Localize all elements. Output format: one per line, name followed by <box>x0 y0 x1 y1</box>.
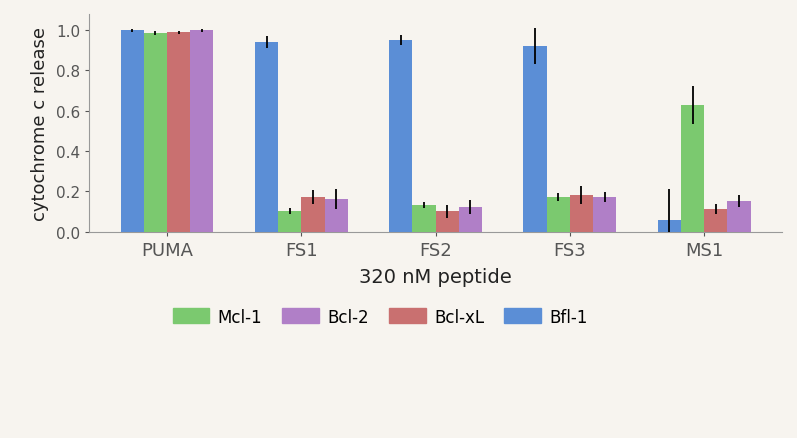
Y-axis label: cytochrome c release: cytochrome c release <box>31 27 49 220</box>
Bar <box>278 212 301 232</box>
Bar <box>459 208 482 232</box>
Bar <box>120 31 143 232</box>
Bar <box>412 206 436 232</box>
Bar <box>190 31 214 232</box>
X-axis label: 320 nM peptide: 320 nM peptide <box>359 267 512 286</box>
Bar <box>728 202 751 232</box>
Bar <box>658 220 681 232</box>
Bar <box>436 212 459 232</box>
Bar <box>681 106 704 232</box>
Bar <box>301 198 324 232</box>
Bar <box>167 33 190 232</box>
Bar <box>593 198 616 232</box>
Bar <box>704 210 728 232</box>
Bar <box>524 47 547 232</box>
Bar <box>570 196 593 232</box>
Bar <box>324 200 347 232</box>
Bar <box>389 41 412 232</box>
Legend: Mcl-1, Bcl-2, Bcl-xL, Bfl-1: Mcl-1, Bcl-2, Bcl-xL, Bfl-1 <box>166 301 595 332</box>
Bar <box>547 198 570 232</box>
Bar <box>143 34 167 232</box>
Bar <box>255 43 278 232</box>
